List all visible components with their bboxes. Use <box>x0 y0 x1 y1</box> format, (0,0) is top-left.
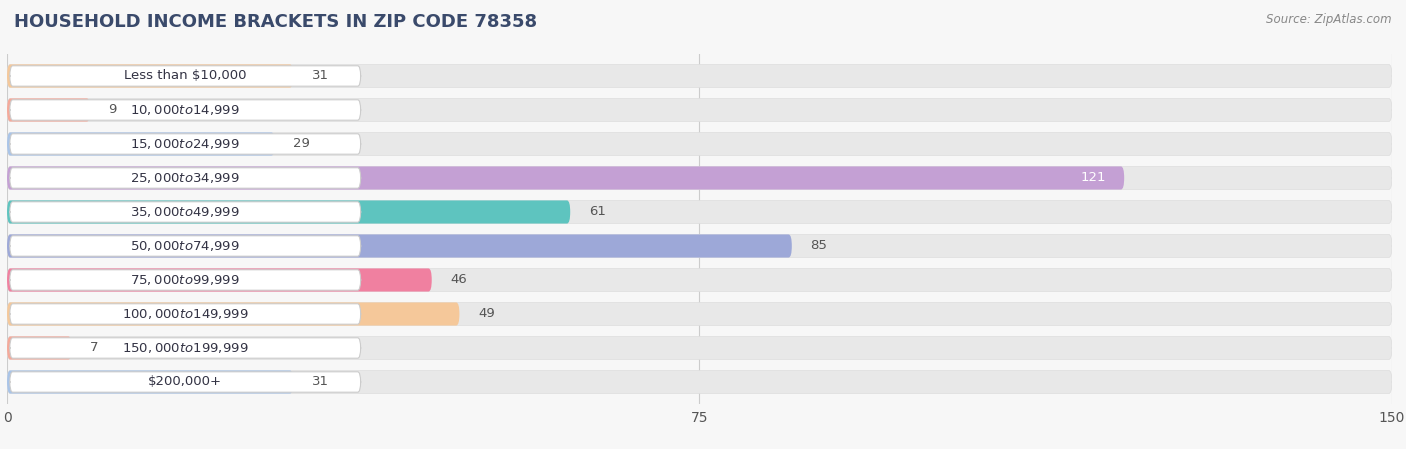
FancyBboxPatch shape <box>10 304 361 324</box>
FancyBboxPatch shape <box>7 98 90 122</box>
FancyBboxPatch shape <box>10 338 361 358</box>
FancyBboxPatch shape <box>7 370 294 394</box>
Text: $25,000 to $34,999: $25,000 to $34,999 <box>131 171 240 185</box>
FancyBboxPatch shape <box>7 303 1392 326</box>
Text: 46: 46 <box>450 273 467 286</box>
FancyBboxPatch shape <box>7 64 1392 88</box>
Text: 61: 61 <box>589 206 606 219</box>
FancyBboxPatch shape <box>7 200 1392 224</box>
FancyBboxPatch shape <box>10 236 361 256</box>
Text: Less than $10,000: Less than $10,000 <box>124 70 246 83</box>
Text: 85: 85 <box>810 239 827 252</box>
FancyBboxPatch shape <box>7 132 274 155</box>
FancyBboxPatch shape <box>7 370 1392 394</box>
FancyBboxPatch shape <box>7 336 1392 360</box>
Text: $10,000 to $14,999: $10,000 to $14,999 <box>131 103 240 117</box>
FancyBboxPatch shape <box>7 234 792 258</box>
FancyBboxPatch shape <box>7 98 1392 122</box>
Text: $15,000 to $24,999: $15,000 to $24,999 <box>131 137 240 151</box>
Text: $75,000 to $99,999: $75,000 to $99,999 <box>131 273 240 287</box>
FancyBboxPatch shape <box>10 66 361 86</box>
Text: $100,000 to $149,999: $100,000 to $149,999 <box>122 307 249 321</box>
FancyBboxPatch shape <box>7 269 1392 291</box>
Text: $200,000+: $200,000+ <box>148 375 222 388</box>
Text: 9: 9 <box>108 103 117 116</box>
FancyBboxPatch shape <box>7 167 1125 189</box>
FancyBboxPatch shape <box>10 100 361 120</box>
Text: 29: 29 <box>294 137 311 150</box>
FancyBboxPatch shape <box>10 134 361 154</box>
Text: 31: 31 <box>312 375 329 388</box>
Text: $50,000 to $74,999: $50,000 to $74,999 <box>131 239 240 253</box>
FancyBboxPatch shape <box>7 200 571 224</box>
FancyBboxPatch shape <box>7 132 1392 155</box>
Text: HOUSEHOLD INCOME BRACKETS IN ZIP CODE 78358: HOUSEHOLD INCOME BRACKETS IN ZIP CODE 78… <box>14 13 537 31</box>
FancyBboxPatch shape <box>7 167 1392 189</box>
Text: 31: 31 <box>312 70 329 83</box>
FancyBboxPatch shape <box>7 64 294 88</box>
FancyBboxPatch shape <box>7 336 72 360</box>
Text: 7: 7 <box>90 342 98 355</box>
FancyBboxPatch shape <box>10 168 361 188</box>
Text: $150,000 to $199,999: $150,000 to $199,999 <box>122 341 249 355</box>
FancyBboxPatch shape <box>10 372 361 392</box>
FancyBboxPatch shape <box>7 269 432 291</box>
Text: Source: ZipAtlas.com: Source: ZipAtlas.com <box>1267 13 1392 26</box>
FancyBboxPatch shape <box>10 202 361 222</box>
Text: 121: 121 <box>1080 172 1105 185</box>
FancyBboxPatch shape <box>7 303 460 326</box>
Text: 49: 49 <box>478 308 495 321</box>
FancyBboxPatch shape <box>7 234 1392 258</box>
FancyBboxPatch shape <box>10 270 361 290</box>
Text: $35,000 to $49,999: $35,000 to $49,999 <box>131 205 240 219</box>
